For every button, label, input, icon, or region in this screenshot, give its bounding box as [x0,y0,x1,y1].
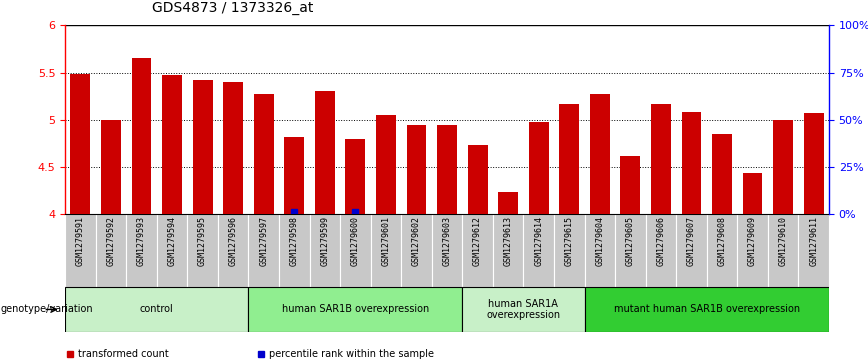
Bar [157,214,187,287]
Bar [463,287,584,332]
Text: GSM1279608: GSM1279608 [718,216,727,266]
Bar [804,113,824,214]
Bar [162,76,182,214]
Bar [743,173,762,214]
Text: GSM1279603: GSM1279603 [443,216,451,266]
Bar [315,91,335,214]
Bar [193,80,213,214]
Text: human SAR1B overexpression: human SAR1B overexpression [282,305,429,314]
Bar [590,94,609,214]
Bar [493,214,523,287]
Text: GDS4873 / 1373326_at: GDS4873 / 1373326_at [152,0,313,15]
Text: GSM1279604: GSM1279604 [595,216,604,266]
Bar [554,214,584,287]
Text: GSM1279592: GSM1279592 [107,216,115,266]
Text: control: control [140,305,174,314]
Bar [799,214,829,287]
Bar [65,214,95,287]
Bar [310,214,340,287]
Bar [773,120,793,214]
Bar [621,156,641,214]
Bar [431,214,463,287]
Text: mutant human SAR1B overexpression: mutant human SAR1B overexpression [614,305,799,314]
Bar [253,94,273,214]
Bar [468,145,488,214]
Text: GSM1279609: GSM1279609 [748,216,757,266]
Text: GSM1279615: GSM1279615 [565,216,574,266]
Bar [584,287,829,332]
Bar [523,214,554,287]
Text: GSM1279599: GSM1279599 [320,216,329,266]
Text: GSM1279611: GSM1279611 [809,216,819,266]
Bar [681,112,701,214]
Bar [401,214,431,287]
Bar [371,214,401,287]
Bar [559,104,579,214]
Bar [126,214,157,287]
Bar [463,214,493,287]
Bar [676,214,707,287]
Bar [101,120,121,214]
Bar [248,287,463,332]
Text: GSM1279606: GSM1279606 [656,216,666,266]
Text: GSM1279597: GSM1279597 [260,216,268,266]
Text: transformed count: transformed count [78,349,169,359]
Bar [345,139,365,214]
Bar [406,125,426,214]
Bar [646,214,676,287]
Bar [70,74,90,214]
Text: GSM1279591: GSM1279591 [76,216,85,266]
Bar [95,214,126,287]
Bar [737,214,768,287]
Text: genotype/variation: genotype/variation [1,305,94,314]
Text: GSM1279614: GSM1279614 [534,216,543,266]
Bar [712,134,732,214]
Bar [223,82,243,214]
Bar [218,214,248,287]
Text: GSM1279610: GSM1279610 [779,216,787,266]
Bar [615,214,646,287]
Text: human SAR1A
overexpression: human SAR1A overexpression [486,299,561,320]
Text: GSM1279602: GSM1279602 [412,216,421,266]
Text: GSM1279607: GSM1279607 [687,216,696,266]
Text: percentile rank within the sample: percentile rank within the sample [269,349,434,359]
Text: GSM1279594: GSM1279594 [168,216,176,266]
Bar [498,192,518,214]
Text: GSM1279613: GSM1279613 [503,216,513,266]
Bar [279,214,310,287]
Bar [707,214,737,287]
Bar [132,58,151,214]
Bar [651,104,671,214]
Bar [768,214,799,287]
Bar [437,125,457,214]
Text: GSM1279593: GSM1279593 [137,216,146,266]
Text: GSM1279601: GSM1279601 [381,216,391,266]
Bar [285,137,304,214]
Text: GSM1279612: GSM1279612 [473,216,482,266]
Bar [187,214,218,287]
Text: GSM1279605: GSM1279605 [626,216,635,266]
Bar [248,214,279,287]
Bar [529,122,549,214]
Bar [584,214,615,287]
Text: GSM1279600: GSM1279600 [351,216,360,266]
Text: GSM1279596: GSM1279596 [228,216,238,266]
Bar [340,214,371,287]
Bar [376,115,396,214]
Text: GSM1279595: GSM1279595 [198,216,207,266]
Text: GSM1279598: GSM1279598 [290,216,299,266]
Bar [65,287,248,332]
